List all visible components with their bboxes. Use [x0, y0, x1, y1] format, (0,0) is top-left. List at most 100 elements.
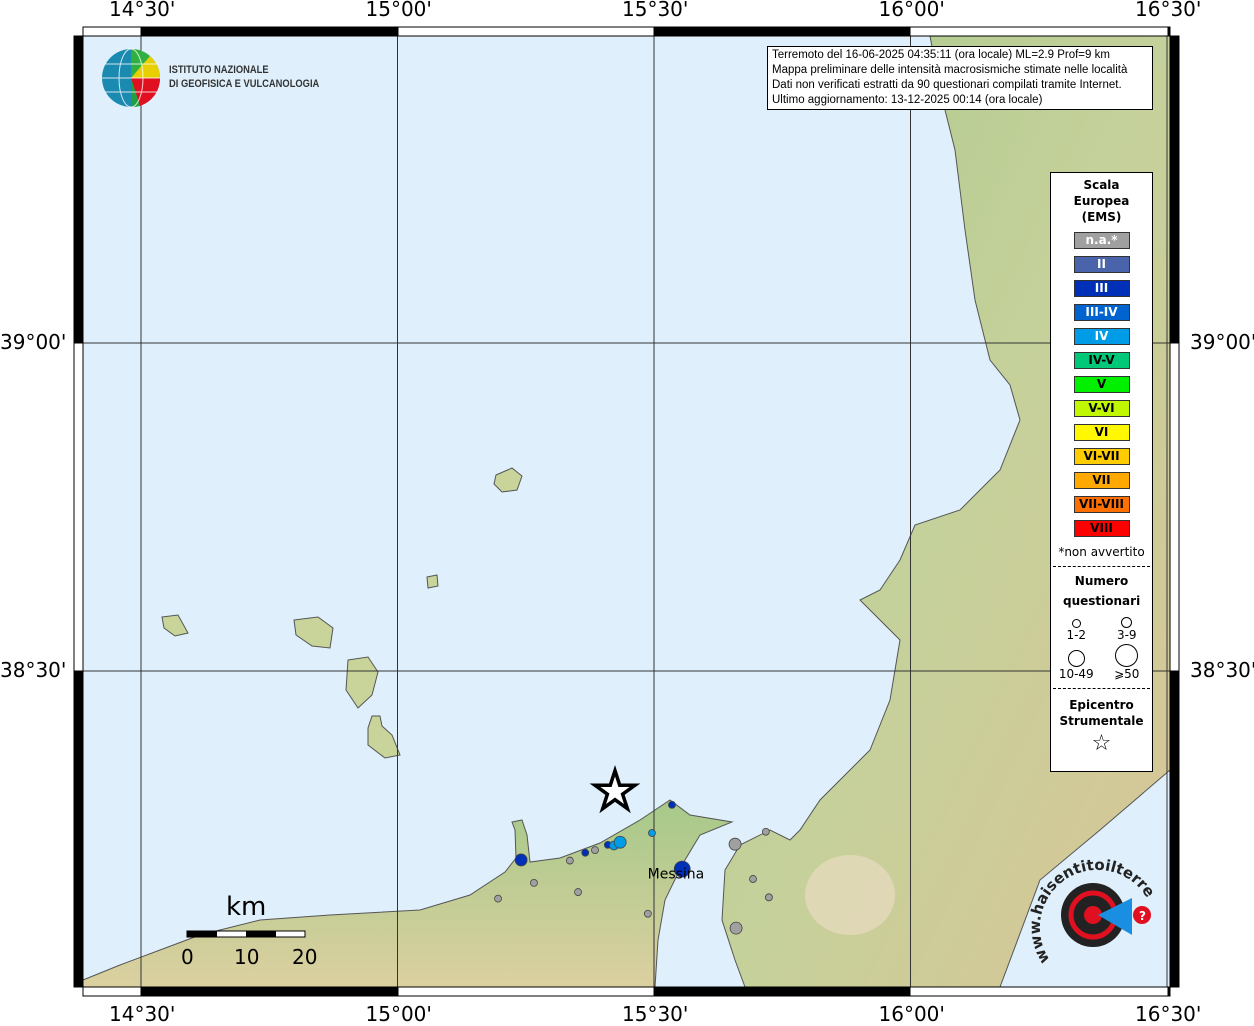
- count-sizes: 1-2 3-9 10-49 ⩾50: [1051, 617, 1152, 681]
- ems-swatch: V-VI: [1073, 400, 1130, 417]
- lon-tick-bottom: 15°30': [622, 1002, 689, 1026]
- frame-segment: [653, 986, 911, 997]
- epicenter-title: Epicentro Strumentale: [1059, 698, 1144, 728]
- place-label-messina: Messina: [648, 866, 705, 882]
- frame-segment: [397, 986, 655, 997]
- frame-segment: [82, 986, 142, 997]
- lon-tick-bottom: 14°30': [109, 1002, 176, 1026]
- info-last-update: Ultimo aggiornamento: 13-12-2025 00:14 (…: [772, 94, 1043, 106]
- ems-swatch: n.a.*: [1073, 232, 1130, 249]
- observation-point: [673, 860, 691, 878]
- epicenter-star-icon: [589, 765, 641, 814]
- lon-tick-bottom: 15°00': [365, 1002, 432, 1026]
- observation-point: [613, 835, 627, 849]
- info-description: Mappa preliminare delle intensità macros…: [772, 64, 1128, 76]
- ems-swatch: IV-V: [1073, 352, 1130, 369]
- observation-point: [729, 921, 743, 935]
- observation-point: [749, 875, 757, 883]
- observation-point: [565, 856, 574, 865]
- lon-tick-top: 16°00': [878, 0, 945, 21]
- ems-swatches: n.a.* II III III-IV IV IV-V V V-VI VI VI-VII VII VI…: [1051, 232, 1152, 537]
- lat-tick-left: 38°30': [0, 658, 67, 682]
- graticule: [83, 36, 1170, 987]
- lat-tick-left: 39°00': [0, 330, 67, 354]
- count-10-49: 10-49: [1058, 667, 1094, 681]
- island-alicudi: [161, 614, 189, 637]
- legend-title: Scala Europea (EMS): [1073, 178, 1130, 224]
- count-1-2: 1-2: [1066, 628, 1087, 642]
- lon-tick-bottom: 16°00': [878, 1002, 945, 1026]
- count-50-plus: ⩾50: [1114, 667, 1140, 681]
- observation-point: [765, 893, 773, 902]
- observation-point: [494, 894, 502, 903]
- ingv-name: ISTITUTO NAZIONALE DI GEOFISICA E VULCAN…: [169, 63, 319, 91]
- aspromonte-relief: [805, 855, 895, 935]
- ems-swatch: V: [1073, 376, 1130, 393]
- scale-unit: km: [226, 892, 266, 922]
- lat-tick-right: 38°30': [1190, 658, 1254, 682]
- lon-tick-top: 15°00': [365, 0, 432, 21]
- lon-tick-top: 15°30': [622, 0, 689, 21]
- frame-segment: [653, 26, 911, 37]
- svg-text:?: ?: [1139, 909, 1146, 923]
- frame-segment: [1169, 670, 1180, 988]
- frame-segment: [140, 26, 399, 37]
- ems-swatch: VI-VII: [1073, 448, 1130, 465]
- lon-tick-top: 14°30': [109, 0, 176, 21]
- island-lipari: [367, 715, 401, 759]
- legend: Scala Europea (EMS) n.a.* II III III-IV IV IV…: [1050, 172, 1153, 772]
- frame-segment: [140, 986, 399, 997]
- frame-segment: [1169, 342, 1180, 672]
- scale-label-10: 10: [234, 945, 259, 969]
- ems-swatch: VI: [1073, 424, 1130, 441]
- frame-segment: [82, 26, 142, 37]
- frame-segment: [73, 342, 84, 672]
- observation-point: [581, 848, 590, 857]
- island-filicudi: [293, 616, 334, 649]
- observation-point: [591, 846, 599, 854]
- map-frame: [73, 26, 1180, 997]
- ingv-name-line2: DI GEOFISICA E VULCANOLOGIA: [169, 78, 320, 90]
- ems-swatch: II: [1073, 256, 1130, 273]
- frame-segment: [909, 26, 1169, 37]
- ems-swatch: VIII: [1073, 520, 1130, 537]
- legend-note: *non avvertito: [1058, 545, 1145, 559]
- ems-swatch: III-IV: [1073, 304, 1130, 321]
- frame-segment: [397, 26, 655, 37]
- island-stromboli: [493, 467, 523, 493]
- frame-segment: [1169, 35, 1180, 344]
- ems-swatch: VII-VIII: [1073, 496, 1130, 513]
- observation-point: [574, 888, 582, 896]
- observation-point: [648, 829, 656, 837]
- event-info-box: Terremoto del 16-06-2025 04:35:11 (ora l…: [767, 46, 1153, 110]
- frame-segment: [73, 670, 84, 988]
- lon-tick-bottom: 16°30': [1135, 1002, 1202, 1026]
- ems-swatch: VII: [1073, 472, 1130, 489]
- scale-label-0: 0: [181, 945, 194, 969]
- lat-tick-right: 39°00': [1190, 330, 1254, 354]
- observation-point: [728, 837, 742, 851]
- info-event: Terremoto del 16-06-2025 04:35:11 (ora l…: [772, 49, 1110, 61]
- sicily-land: [82, 799, 734, 988]
- scale-bar: km 0 10 20: [181, 892, 317, 969]
- ems-swatch: IV: [1073, 328, 1130, 345]
- observation-point: [668, 800, 676, 809]
- ems-swatch: III: [1073, 280, 1130, 297]
- epicenter-legend-star-icon: ☆: [1091, 731, 1112, 756]
- aeolian-islands: [161, 467, 523, 759]
- count-3-9: 3-9: [1116, 628, 1137, 642]
- observations-layer: [494, 800, 773, 935]
- observation-point: [643, 909, 652, 918]
- scale-label-20: 20: [292, 945, 317, 969]
- frame-segment: [1167, 26, 1171, 37]
- island-salina: [345, 656, 379, 709]
- ingv-logo: [102, 48, 161, 108]
- observation-point: [761, 827, 770, 836]
- observation-point: [514, 853, 528, 867]
- lon-tick-top: 16°30': [1135, 0, 1202, 21]
- frame-segment: [73, 35, 84, 344]
- frame-segment: [909, 986, 1169, 997]
- observation-point: [530, 878, 538, 887]
- island-panarea: [426, 574, 439, 589]
